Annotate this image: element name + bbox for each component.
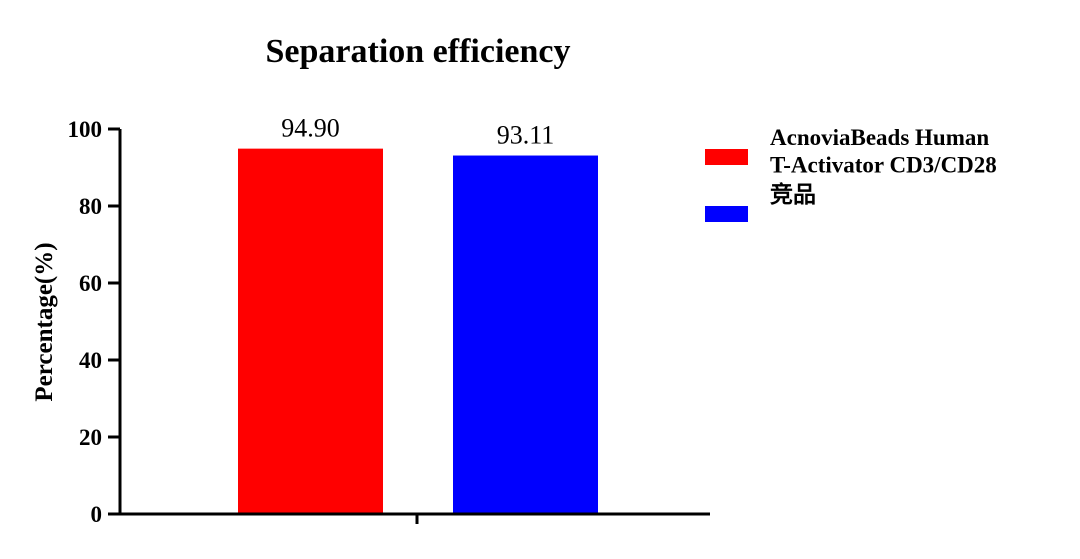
y-tick-label-100: 100 — [68, 117, 103, 142]
legend-swatch-1 — [705, 149, 748, 165]
y-tick-label-80: 80 — [79, 194, 102, 219]
chart-title: Separation efficiency — [266, 33, 571, 70]
y-tick-label-60: 60 — [79, 271, 102, 296]
bar-1 — [238, 148, 383, 514]
bar-2 — [453, 155, 598, 515]
legend-label-2: 竞品 — [770, 181, 816, 207]
legend: AcnoviaBeads Human T-Activator CD3/CD28 竞品 — [705, 125, 997, 222]
legend-label-1: AcnoviaBeads Human T-Activator CD3/CD28 — [770, 125, 997, 178]
y-tick-label-0: 0 — [91, 502, 103, 527]
y-axis-label: Percentage(%) — [31, 242, 58, 401]
plot-area: 94.90 93.11 0 20 40 60 80 100 — [68, 114, 710, 527]
data-label-1: 94.90 — [281, 114, 340, 143]
legend-swatch-2 — [705, 206, 748, 222]
data-label-2: 93.11 — [497, 121, 555, 150]
y-tick-label-20: 20 — [79, 425, 102, 450]
y-tick-label-40: 40 — [79, 348, 102, 373]
